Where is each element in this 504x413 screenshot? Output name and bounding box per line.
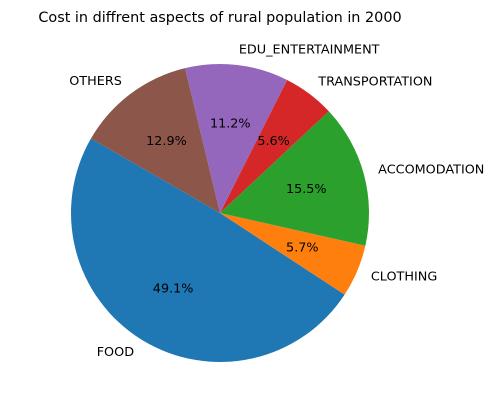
pct-label-transportation: 5.6%: [257, 134, 290, 149]
slice-label-others: OTHERS: [69, 74, 122, 89]
pct-label-accomodation: 15.5%: [286, 182, 327, 197]
percentage-labels: 49.1% 5.7% 15.5% 5.6% 11.2% 12.9%: [146, 117, 326, 297]
pct-label-others: 12.9%: [146, 134, 187, 149]
pie-slice-transportation: [220, 79, 329, 214]
pie-slice-edu-entertainment: [185, 63, 288, 213]
pie-slice-food: [71, 138, 345, 362]
pct-label-edu-entertainment: 11.2%: [210, 117, 251, 132]
slice-label-transportation: TRANSPORTATION: [317, 74, 432, 89]
slice-label-food: FOOD: [97, 345, 135, 360]
slice-label-clothing: CLOTHING: [371, 269, 437, 284]
slice-label-accomodation: ACCOMODATION: [378, 163, 484, 178]
pct-label-clothing: 5.7%: [286, 240, 319, 255]
pie-slices: [71, 63, 369, 362]
chart-title: Cost in diffrent aspects of rural popula…: [38, 10, 401, 26]
pie-slice-clothing: [220, 213, 366, 295]
slice-label-edu-entertainment: EDU_ENTERTAINMENT: [239, 43, 380, 58]
slice-labels: FOOD CLOTHING ACCOMODATION TRANSPORTATION ED…: [69, 43, 484, 360]
pct-label-food: 49.1%: [153, 282, 194, 297]
pie-slice-accomodation: [220, 111, 369, 246]
pie-slice-others: [90, 68, 221, 214]
